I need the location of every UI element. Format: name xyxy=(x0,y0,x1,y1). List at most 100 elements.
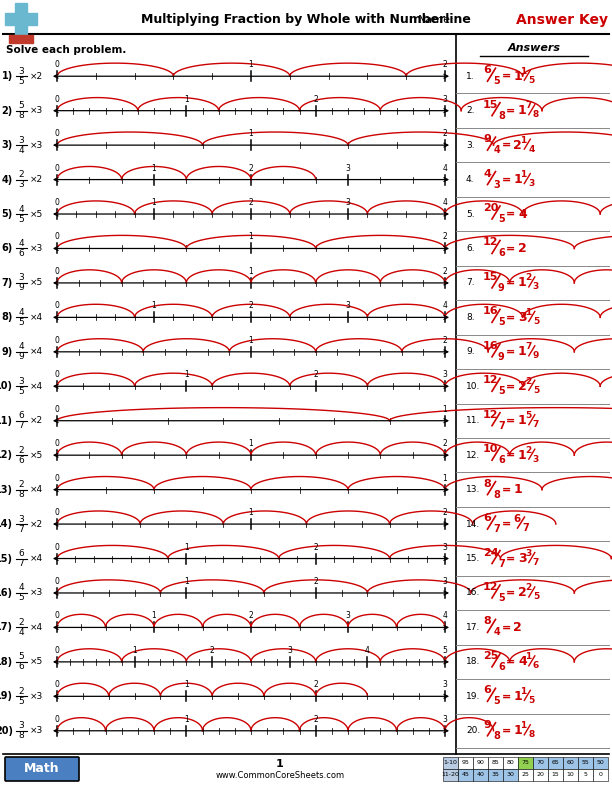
Text: 1: 1 xyxy=(518,276,527,289)
Text: 3: 3 xyxy=(442,577,447,586)
Text: 2: 2 xyxy=(518,242,527,255)
Text: =: = xyxy=(506,554,515,564)
Text: 3): 3) xyxy=(2,140,13,150)
Text: 2: 2 xyxy=(18,446,24,455)
Text: Answers: Answers xyxy=(507,43,561,53)
Text: 2: 2 xyxy=(525,584,531,592)
Text: 11.: 11. xyxy=(466,417,480,425)
Bar xyxy=(563,769,578,781)
Text: 0: 0 xyxy=(54,543,59,551)
Text: 16: 16 xyxy=(483,341,499,351)
Text: 3.: 3. xyxy=(466,141,475,150)
Text: 7): 7) xyxy=(2,278,13,288)
Text: 2: 2 xyxy=(442,440,447,448)
Text: 1: 1 xyxy=(184,577,188,586)
Text: 1: 1 xyxy=(184,680,188,689)
Text: 0: 0 xyxy=(54,336,59,345)
Bar xyxy=(473,757,488,769)
Bar xyxy=(548,769,563,781)
Text: 1: 1 xyxy=(520,687,527,696)
Text: 17): 17) xyxy=(0,623,13,633)
Text: 2: 2 xyxy=(442,267,447,276)
Text: 15: 15 xyxy=(551,772,559,778)
Text: 16.: 16. xyxy=(466,588,480,597)
Text: 2: 2 xyxy=(18,170,24,179)
Text: 1: 1 xyxy=(132,645,137,655)
Text: 10: 10 xyxy=(567,772,575,778)
Text: 9: 9 xyxy=(483,720,491,729)
Text: 0: 0 xyxy=(54,198,59,207)
Text: 8: 8 xyxy=(483,616,491,626)
Text: 1: 1 xyxy=(248,508,253,517)
Text: 2.: 2. xyxy=(466,106,474,115)
Text: 7: 7 xyxy=(498,421,505,431)
Text: =: = xyxy=(501,519,511,529)
Text: 4: 4 xyxy=(442,164,447,173)
Text: 2: 2 xyxy=(442,129,447,138)
Text: 9.: 9. xyxy=(466,348,475,356)
Text: 7: 7 xyxy=(18,421,24,430)
Text: =: = xyxy=(506,657,515,667)
Bar xyxy=(15,3,27,35)
Text: 9: 9 xyxy=(18,284,24,292)
Text: =: = xyxy=(506,278,515,288)
Text: 8: 8 xyxy=(18,731,24,741)
Text: 4: 4 xyxy=(528,145,535,154)
Text: 1: 1 xyxy=(248,336,253,345)
Text: 6: 6 xyxy=(18,662,24,672)
Text: 6: 6 xyxy=(483,65,491,75)
Text: 1: 1 xyxy=(184,543,188,551)
Text: 0: 0 xyxy=(54,233,59,242)
Text: 5: 5 xyxy=(533,592,539,601)
Text: 1: 1 xyxy=(518,105,527,117)
Text: 1: 1 xyxy=(248,233,253,242)
Text: 1: 1 xyxy=(248,267,253,276)
Text: 6: 6 xyxy=(18,455,24,465)
Text: 5: 5 xyxy=(493,76,500,86)
Text: ×3: ×3 xyxy=(30,244,43,253)
Text: 0: 0 xyxy=(54,302,59,310)
Text: 1: 1 xyxy=(248,60,253,69)
Text: 2: 2 xyxy=(513,139,522,151)
Bar xyxy=(533,769,548,781)
Text: 6.: 6. xyxy=(466,244,475,253)
Text: 18): 18) xyxy=(0,657,13,667)
Text: 2: 2 xyxy=(525,273,531,283)
Text: 3: 3 xyxy=(493,180,500,189)
Text: 1: 1 xyxy=(513,70,522,82)
Text: 2: 2 xyxy=(442,233,447,242)
Text: 19): 19) xyxy=(0,691,13,702)
Text: Multiplying Fraction by Whole with Numberline: Multiplying Fraction by Whole with Numbe… xyxy=(141,13,471,26)
Text: 17.: 17. xyxy=(466,623,480,632)
Text: 6: 6 xyxy=(533,661,539,670)
Text: 8: 8 xyxy=(533,110,539,119)
Text: 11): 11) xyxy=(0,416,13,426)
Text: 7: 7 xyxy=(533,421,539,429)
Text: 1: 1 xyxy=(152,164,157,173)
Text: ×4: ×4 xyxy=(30,348,43,356)
Text: 9: 9 xyxy=(18,352,24,361)
Bar xyxy=(548,757,563,769)
Text: 5: 5 xyxy=(18,386,24,396)
Text: 4: 4 xyxy=(442,198,447,207)
Text: 1: 1 xyxy=(152,611,157,620)
Text: 35: 35 xyxy=(491,772,499,778)
Text: 3: 3 xyxy=(346,611,351,620)
Text: 0: 0 xyxy=(54,645,59,655)
Text: 2: 2 xyxy=(248,164,253,173)
Text: 19.: 19. xyxy=(466,692,480,701)
Text: =: = xyxy=(501,71,511,82)
Text: 15: 15 xyxy=(483,100,498,109)
Text: 16: 16 xyxy=(483,307,499,316)
Text: 8): 8) xyxy=(2,312,13,322)
Text: 13): 13) xyxy=(0,485,13,495)
Text: 1: 1 xyxy=(184,714,188,724)
Text: 3: 3 xyxy=(346,302,351,310)
Text: 0: 0 xyxy=(54,680,59,689)
Text: 4: 4 xyxy=(518,655,527,668)
Text: 1: 1 xyxy=(525,308,531,317)
Text: 2: 2 xyxy=(313,543,318,551)
Text: 3: 3 xyxy=(18,135,24,145)
Bar xyxy=(443,757,458,769)
Text: 1: 1 xyxy=(184,371,188,379)
